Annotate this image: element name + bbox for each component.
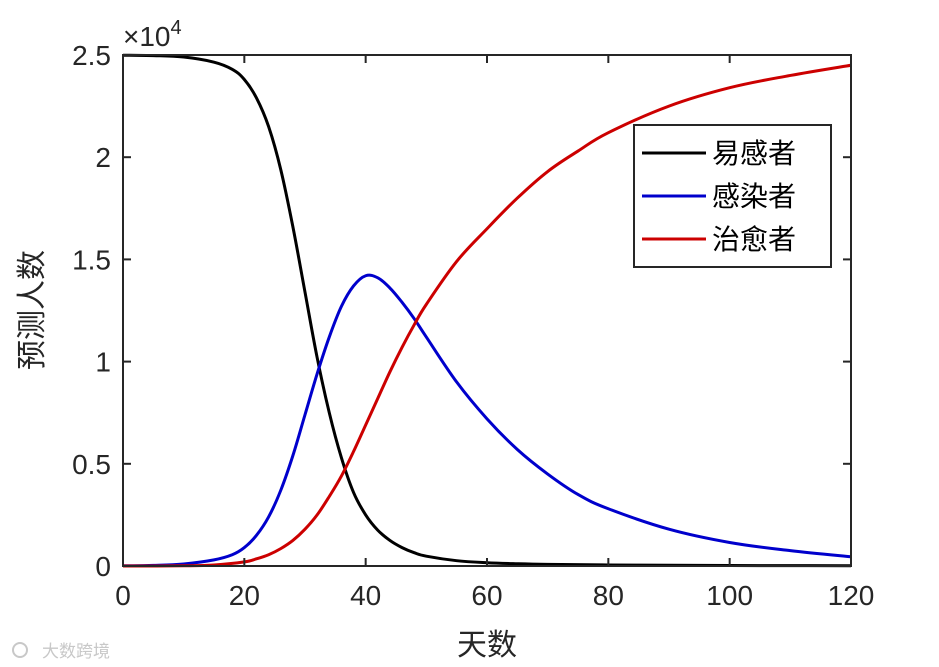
x-tick-label: 80	[593, 580, 624, 611]
y-multiplier: ×104	[123, 17, 182, 52]
y-multiplier-base: ×10	[123, 21, 171, 52]
x-tick-label: 0	[115, 580, 131, 611]
y-multiplier-exponent: 4	[171, 17, 182, 39]
x-tick-label: 20	[229, 580, 260, 611]
y-tick-label: 2	[95, 142, 111, 173]
x-tick-label: 120	[828, 580, 875, 611]
legend-label-infected: 感染者	[712, 180, 796, 213]
x-tick-label: 100	[706, 580, 753, 611]
axis-ticks: 0 20 40 60 80 100 120 0 0.5 1 1.5 2 2.5	[72, 40, 874, 611]
x-tick-label: 60	[471, 580, 502, 611]
y-axis-title: 预测人数	[15, 250, 50, 370]
y-tick-label: 1	[95, 347, 111, 378]
series-line-infected	[122, 273, 852, 568]
x-tick-label: 40	[350, 580, 381, 611]
watermark-logo-icon	[12, 642, 28, 658]
y-tick-label: 2.5	[72, 40, 111, 71]
series-line-susceptible	[122, 53, 852, 568]
y-tick-label: 1.5	[72, 244, 111, 275]
plot-series	[122, 53, 852, 568]
watermark: 大数跨境	[12, 642, 110, 662]
legend-label-recovered: 治愈者	[712, 223, 796, 256]
legend-label-susceptible: 易感者	[712, 137, 796, 170]
series-line-recovered	[122, 63, 852, 568]
x-axis-title: 天数	[457, 628, 517, 663]
y-tick-label: 0.5	[72, 449, 111, 480]
legend: 易感者 感染者 治愈者	[633, 124, 832, 268]
y-tick-label: 0	[95, 551, 111, 582]
watermark-text: 大数跨境	[42, 642, 110, 662]
